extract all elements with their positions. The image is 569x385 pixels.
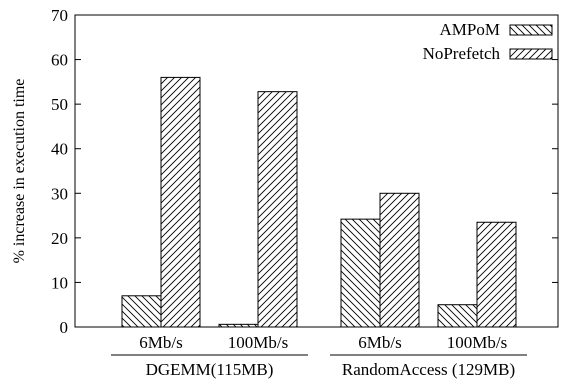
bar-ampom-3 — [437, 304, 478, 328]
x-group-label: RandomAccess (129MB) — [342, 360, 515, 379]
legend-swatch — [509, 48, 553, 60]
y-tick-label: 10 — [51, 273, 68, 292]
bar-ampom-1 — [218, 323, 259, 328]
bars — [121, 76, 517, 328]
legend-swatch — [509, 24, 553, 36]
x-category-label: 100Mb/s — [228, 333, 288, 352]
bar-ampom-2 — [340, 218, 381, 328]
y-tick-label: 0 — [60, 318, 69, 337]
x-axis: 6Mb/s 100Mb/s 6Mb/s 100Mb/s DGEMM(115MB) Rand… — [111, 333, 527, 379]
bar-noprefetch-1 — [257, 91, 298, 328]
legend-label: NoPrefetch — [423, 44, 501, 63]
bar-ampom-0 — [121, 295, 162, 328]
bar-noprefetch-3 — [476, 221, 517, 328]
y-tick-label: 70 — [51, 6, 68, 25]
x-category-label: 100Mb/s — [447, 333, 507, 352]
legend-label: AMPoM — [440, 20, 500, 39]
bar-noprefetch-0 — [160, 76, 201, 328]
legend: AMPoM NoPrefetch — [423, 20, 553, 63]
y-tick-label: 50 — [51, 95, 68, 114]
bar-noprefetch-2 — [379, 192, 420, 328]
x-group-label: DGEMM(115MB) — [146, 360, 274, 379]
y-axis-title: % increase in execution time — [11, 79, 28, 264]
y-tick-label: 20 — [51, 229, 68, 248]
x-category-label: 6Mb/s — [358, 333, 401, 352]
y-tick-label: 40 — [51, 140, 68, 159]
y-tick-label: 30 — [51, 184, 68, 203]
y-tick-label: 60 — [51, 51, 68, 70]
y-axis: 0 10 20 30 40 50 60 70 — [51, 6, 558, 337]
plot-frame — [74, 14, 559, 328]
x-category-label: 6Mb/s — [139, 333, 182, 352]
